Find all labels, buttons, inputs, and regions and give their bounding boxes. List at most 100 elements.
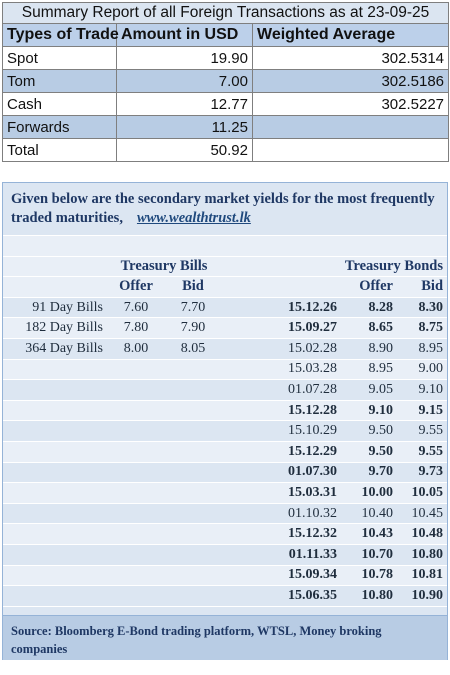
bond-maturity: 15.10.29 — [269, 420, 341, 442]
bond-maturity: 15.02.28 — [269, 337, 341, 360]
blank-cell — [107, 440, 165, 463]
table-row: 15.12.28 9.10 9.15 — [3, 399, 448, 421]
bills-bid-header: Bid — [165, 276, 221, 298]
blank-cell — [221, 461, 269, 483]
bond-offer: 10.40 — [341, 502, 397, 524]
bond-offer: 8.65 — [341, 317, 397, 339]
bond-maturity: 15.12.29 — [269, 440, 341, 463]
blank-cell — [107, 399, 165, 421]
bond-maturity: 01.07.28 — [269, 379, 341, 401]
blank-cell — [221, 420, 269, 442]
treasury-bonds-title: Treasury Bonds — [269, 255, 448, 277]
blank-cell — [221, 523, 269, 545]
blank-cell — [221, 337, 269, 360]
trade-type: Tom — [2, 69, 117, 93]
blank-cell — [165, 461, 221, 483]
table-row: 91 Day Bills 7.60 7.70 15.12.26 8.28 8.30 — [3, 296, 448, 318]
trade-amount: 11.25 — [116, 115, 253, 139]
bond-bid: 9.00 — [397, 358, 448, 380]
table-row: Spot 19.90 302.5314 — [2, 46, 450, 70]
blank-cell — [107, 379, 165, 401]
blank-cell — [3, 482, 107, 504]
column-header-row: Offer Bid Offer Bid — [3, 276, 448, 298]
yields-table: Treasury Bills Treasury Bonds Offer Bid Offe… — [3, 235, 448, 627]
blank-cell — [3, 585, 107, 607]
bond-offer: 8.90 — [341, 337, 397, 360]
table-row: 01.07.28 9.05 9.10 — [3, 379, 448, 401]
bonds-bid-header: Bid — [397, 276, 448, 298]
header-weighted-average: Weighted Average — [251, 23, 450, 47]
bond-offer: 10.70 — [341, 543, 397, 565]
blank-cell — [165, 543, 221, 565]
blank-cell — [165, 399, 221, 421]
bond-offer: 9.50 — [341, 440, 397, 463]
yields-panel: Given below are the secondary market yie… — [2, 182, 448, 660]
bond-offer: 10.80 — [341, 585, 397, 607]
bond-offer: 9.70 — [341, 461, 397, 483]
trade-amount: 50.92 — [116, 138, 253, 162]
bond-bid: 10.80 — [397, 543, 448, 565]
blank-cell — [165, 523, 221, 545]
bond-offer: 10.78 — [341, 564, 397, 586]
blank-cell — [3, 379, 107, 401]
bond-maturity: 15.12.26 — [269, 296, 341, 318]
bond-maturity: 15.09.34 — [269, 564, 341, 586]
bond-offer: 8.28 — [341, 296, 397, 318]
bond-maturity: 01.11.33 — [269, 543, 341, 565]
table-row: 182 Day Bills 7.80 7.90 15.09.27 8.65 8.75 — [3, 317, 448, 339]
blank-cell — [107, 564, 165, 586]
trade-type: Forwards — [2, 115, 117, 139]
bond-bid: 10.48 — [397, 523, 448, 545]
bill-bid: 7.90 — [165, 317, 221, 339]
bill-offer: 7.60 — [107, 296, 165, 318]
blank-cell — [221, 502, 269, 524]
blank-cell — [221, 585, 269, 607]
blank-cell — [3, 502, 107, 524]
trade-type: Total — [2, 138, 117, 162]
blank-cell — [107, 585, 165, 607]
bond-offer: 9.50 — [341, 420, 397, 442]
bonds-offer-header: Offer — [341, 276, 397, 298]
table-row: Tom 7.00 302.5186 — [2, 69, 450, 93]
trade-weighted-average: 302.5314 — [251, 46, 450, 70]
bond-bid: 8.75 — [397, 317, 448, 339]
blank-cell — [107, 420, 165, 442]
bond-bid: 10.81 — [397, 564, 448, 586]
spacer-row — [3, 235, 448, 257]
table-row: 01.11.33 10.70 10.80 — [3, 543, 448, 565]
bond-maturity: 15.06.35 — [269, 585, 341, 607]
blank-cell — [165, 502, 221, 524]
table-row: 01.10.32 10.40 10.45 — [3, 502, 448, 524]
header-amount: Amount in USD — [116, 23, 253, 47]
bond-bid: 9.10 — [397, 379, 448, 401]
summary-header-row: Types of Trade Amount in USD Weighted Av… — [2, 23, 450, 47]
source-text: Source: Bloomberg E-Bond trading platfor… — [11, 624, 382, 656]
blank-cell — [3, 276, 107, 298]
table-row: 15.03.31 10.00 10.05 — [3, 482, 448, 504]
trade-weighted-average: 302.5227 — [251, 92, 450, 116]
wealthtrust-link[interactable]: www.wealthtrust.lk — [136, 210, 251, 226]
bond-bid: 10.45 — [397, 502, 448, 524]
trade-weighted-average: 302.5186 — [251, 69, 450, 93]
blank-cell — [3, 564, 107, 586]
treasury-bills-title: Treasury Bills — [107, 255, 221, 277]
table-row: 15.12.29 9.50 9.55 — [3, 440, 448, 463]
blank-cell — [107, 482, 165, 504]
bond-bid: 10.05 — [397, 482, 448, 504]
bond-bid: 9.15 — [397, 399, 448, 421]
bond-offer: 10.43 — [341, 523, 397, 545]
bond-bid: 9.55 — [397, 420, 448, 442]
blank-cell — [221, 379, 269, 401]
blank-cell — [3, 523, 107, 545]
table-row: 15.12.32 10.43 10.48 — [3, 523, 448, 545]
spacer-cell — [3, 235, 448, 257]
table-row: 364 Day Bills 8.00 8.05 15.02.28 8.90 8.95 — [3, 337, 448, 360]
blank-cell — [107, 461, 165, 483]
trade-amount: 12.77 — [116, 92, 253, 116]
blank-cell — [221, 296, 269, 318]
blank-cell — [107, 523, 165, 545]
blank-cell — [3, 543, 107, 565]
table-row: Cash 12.77 302.5227 — [2, 92, 450, 116]
blank-cell — [269, 276, 341, 298]
summary-title-row: Summary Report of all Foreign Transactio… — [1, 2, 450, 24]
